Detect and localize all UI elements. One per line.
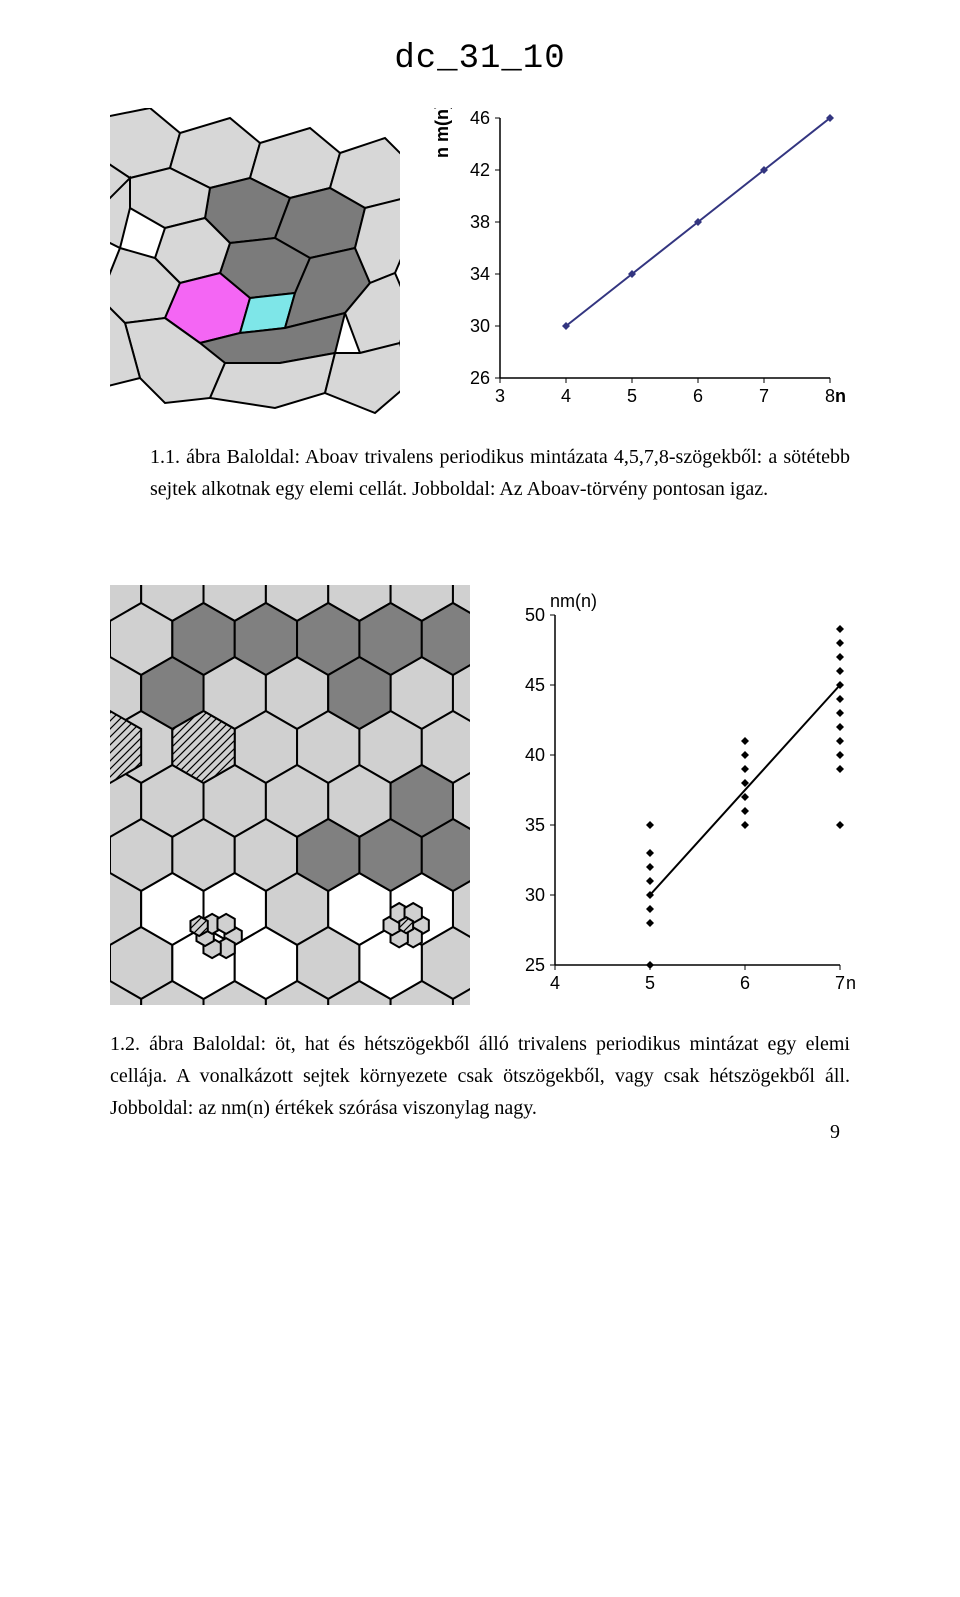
svg-text:n: n [835, 386, 846, 406]
svg-text:6: 6 [740, 973, 750, 993]
svg-text:30: 30 [525, 885, 545, 905]
svg-text:3: 3 [495, 386, 505, 406]
svg-text:30: 30 [470, 316, 490, 336]
svg-text:8: 8 [825, 386, 835, 406]
svg-text:45: 45 [525, 675, 545, 695]
svg-text:50: 50 [525, 605, 545, 625]
svg-text:35: 35 [525, 815, 545, 835]
fig1-caption: 1.1. ábra Baloldal: Aboav trivalens peri… [150, 446, 850, 500]
fig2-caption: 1.2. ábra Baloldal: öt, hat és hétszögek… [110, 1033, 850, 1119]
svg-text:7: 7 [835, 973, 845, 993]
svg-text:n m(n): n m(n) [432, 108, 452, 158]
doc-id-tag: dc_31_10 [110, 40, 850, 78]
svg-text:4: 4 [561, 386, 571, 406]
svg-text:7: 7 [759, 386, 769, 406]
svg-text:46: 46 [470, 108, 490, 128]
svg-text:4: 4 [550, 973, 560, 993]
svg-text:nm(n): nm(n) [550, 591, 597, 611]
fig2-left-pattern [110, 585, 470, 1010]
svg-text:34: 34 [470, 264, 490, 284]
fig2-right-chart: 2530354045504567nm(n)n [500, 585, 870, 1010]
svg-text:25: 25 [525, 955, 545, 975]
fig1-right-chart: 263034384246345678n m(n)n [430, 108, 860, 423]
svg-text:n: n [846, 973, 856, 993]
svg-text:26: 26 [470, 368, 490, 388]
svg-text:40: 40 [525, 745, 545, 765]
svg-text:6: 6 [693, 386, 703, 406]
svg-text:42: 42 [470, 160, 490, 180]
svg-text:38: 38 [470, 212, 490, 232]
fig1-left-pattern [110, 108, 400, 423]
svg-text:5: 5 [645, 973, 655, 993]
svg-text:5: 5 [627, 386, 637, 406]
page-number: 9 [830, 1121, 840, 1144]
